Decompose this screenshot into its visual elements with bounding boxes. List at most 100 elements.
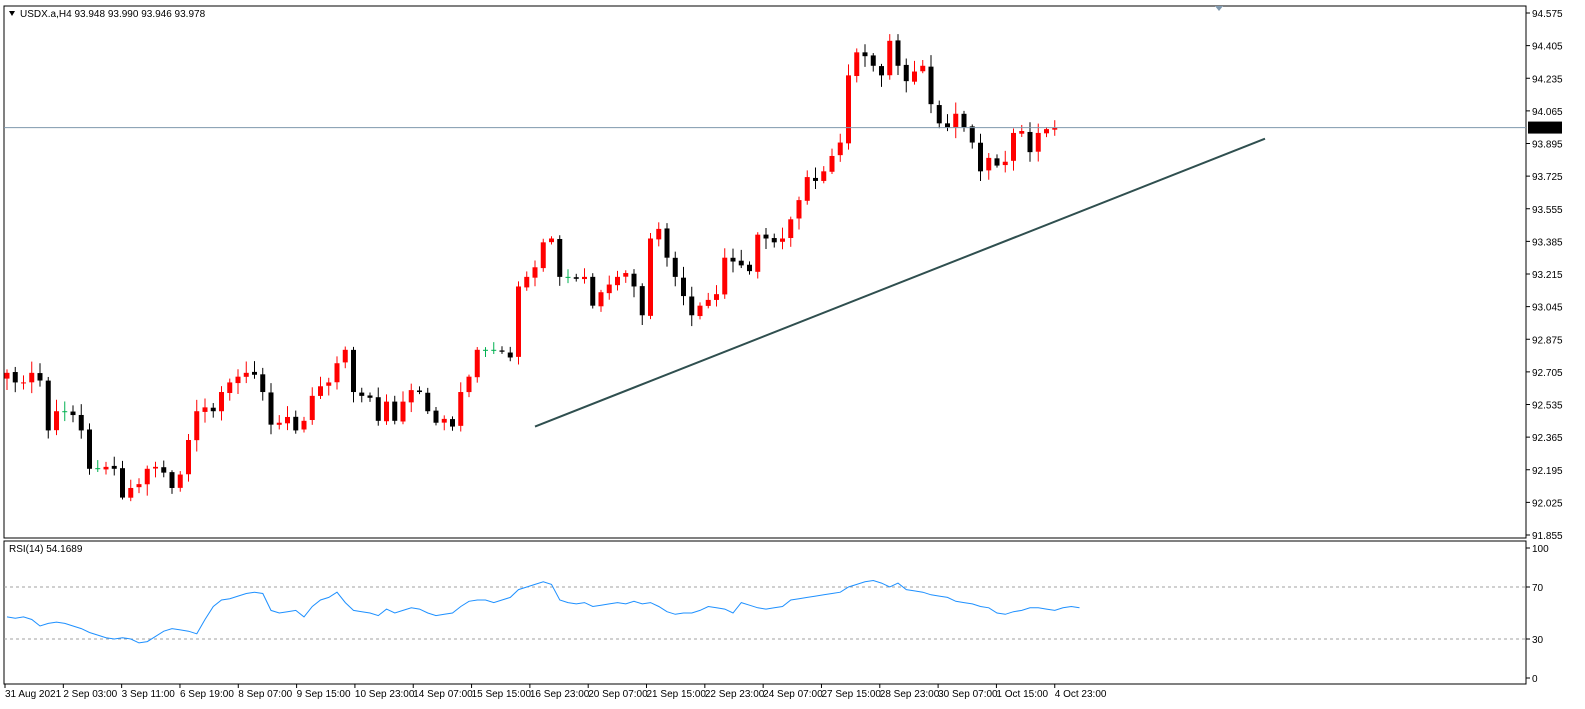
candle-body xyxy=(78,414,84,431)
candle-body xyxy=(705,299,711,306)
candle-body xyxy=(648,238,653,316)
candle-body xyxy=(252,371,257,375)
candle-body xyxy=(788,219,794,239)
price-axis-label: 93.555 xyxy=(1532,205,1563,216)
candle-body xyxy=(466,376,472,393)
price-panel-frame xyxy=(3,5,1527,539)
candle-body xyxy=(1002,161,1008,166)
candle-body xyxy=(318,386,323,396)
candle-body xyxy=(549,238,554,243)
candle-body xyxy=(689,296,695,316)
time-axis-label: 2 Sep 03:00 xyxy=(63,689,117,700)
time-axis-label: 24 Sep 07:00 xyxy=(763,689,823,700)
candle-body xyxy=(573,277,579,279)
candle-body xyxy=(961,113,967,128)
candle-body xyxy=(161,467,167,473)
candle-body xyxy=(260,374,266,393)
candle-body xyxy=(45,380,51,431)
time-axis-label: 16 Sep 23:00 xyxy=(530,689,590,700)
candle-body xyxy=(326,382,332,386)
rsi-axis-label: 30 xyxy=(1532,635,1544,646)
price-axis-label: 92.195 xyxy=(1532,466,1563,477)
candle-body xyxy=(928,66,934,105)
price-axis-label: 92.025 xyxy=(1532,498,1563,509)
candle-body xyxy=(450,419,455,427)
candle-body xyxy=(681,277,686,297)
candle-body xyxy=(474,349,480,378)
candle-body xyxy=(268,392,274,425)
price-axis-label: 92.705 xyxy=(1532,368,1563,379)
candle-body xyxy=(656,228,662,240)
support-trendline[interactable] xyxy=(534,137,1266,428)
candle-body xyxy=(969,126,975,143)
candle-body xyxy=(177,474,183,488)
rsi-axis-label: 0 xyxy=(1532,674,1538,685)
candle-body xyxy=(606,284,612,294)
candle-body xyxy=(210,407,216,412)
candle-body xyxy=(37,373,43,381)
time-axis-label: 27 Sep 15:00 xyxy=(821,689,881,700)
candle-body xyxy=(854,52,860,77)
time-axis-label: 28 Sep 23:00 xyxy=(880,689,940,700)
candle-body xyxy=(285,416,290,424)
candle-body xyxy=(54,411,59,431)
candle-body xyxy=(433,410,439,423)
time-axis-label: 31 Aug 2021 xyxy=(5,689,62,700)
time-axis-label: 30 Sep 07:00 xyxy=(938,689,998,700)
candle-body xyxy=(1019,131,1025,134)
candle-body xyxy=(804,177,810,201)
price-axis-label: 94.065 xyxy=(1532,107,1563,118)
candle-body xyxy=(499,350,505,352)
candle-body xyxy=(582,276,587,280)
candle-body xyxy=(796,200,802,219)
candle-body xyxy=(351,349,356,393)
chart-shift-marker-icon[interactable] xyxy=(1215,6,1223,11)
time-axis-label: 4 Oct 23:00 xyxy=(1055,689,1107,700)
candle-body xyxy=(672,257,678,277)
candle-body xyxy=(29,372,35,383)
price-axis-label: 91.855 xyxy=(1532,531,1563,542)
candle-body xyxy=(194,411,200,441)
time-axis-label: 8 Sep 07:00 xyxy=(238,689,292,700)
candle-body xyxy=(62,411,68,413)
candle-body xyxy=(144,468,150,485)
time-axis-label: 9 Sep 15:00 xyxy=(297,689,351,700)
candle-body xyxy=(631,273,637,287)
time-axis-label: 14 Sep 07:00 xyxy=(413,689,473,700)
candle-body xyxy=(309,395,315,421)
candle-body xyxy=(895,40,901,66)
candle-body xyxy=(1035,132,1041,152)
time-axis-label: 15 Sep 15:00 xyxy=(472,689,532,700)
candle-body xyxy=(755,234,761,272)
candle-body xyxy=(664,228,670,258)
time-axis-label: 1 Oct 15:00 xyxy=(996,689,1048,700)
candle-body xyxy=(730,257,736,262)
candle-body xyxy=(912,71,917,82)
price-axis-label: 93.725 xyxy=(1532,172,1563,183)
candle-body xyxy=(1044,129,1049,134)
time-axis-label: 21 Sep 15:00 xyxy=(647,689,707,700)
candle-body xyxy=(639,286,645,316)
price-axis-label: 93.895 xyxy=(1532,140,1563,151)
candle-body xyxy=(417,390,422,393)
candle-body xyxy=(887,40,893,76)
current-price-label-bg xyxy=(1528,121,1562,134)
candle-body xyxy=(986,157,992,171)
candle-body xyxy=(524,276,530,288)
candle-body xyxy=(491,349,497,351)
rsi-panel-frame xyxy=(3,540,1527,685)
candle-body xyxy=(367,395,373,398)
candle-body xyxy=(235,376,241,384)
candle-body xyxy=(780,238,785,242)
price-panel-header: USDX.a,H4 93.948 93.990 93.946 93.978 xyxy=(20,9,206,20)
chart-menu-triangle-icon[interactable] xyxy=(9,11,15,16)
candle-body xyxy=(301,420,307,430)
price-axis-label: 94.405 xyxy=(1532,42,1563,53)
candle-body xyxy=(120,468,125,498)
candle-body xyxy=(598,292,604,307)
rsi-axis-label: 100 xyxy=(1532,544,1549,555)
rsi-axis-label: 70 xyxy=(1532,583,1544,594)
candle-body xyxy=(994,158,1000,166)
